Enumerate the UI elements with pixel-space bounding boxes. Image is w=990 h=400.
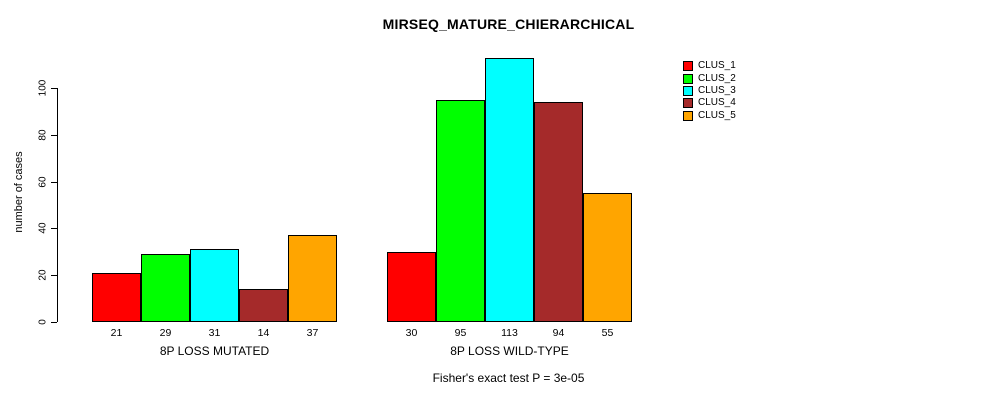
y-tick-label: 100 xyxy=(37,79,49,97)
legend-swatch-icon xyxy=(683,61,693,72)
bar-value-label: 14 xyxy=(257,327,270,339)
bar-value-label: 95 xyxy=(454,327,467,339)
y-tick-mark xyxy=(51,181,57,183)
bar-value-label: 55 xyxy=(601,327,614,339)
bar-value-label: 21 xyxy=(110,327,123,339)
legend-swatch-icon xyxy=(683,73,693,84)
bar-clus_2 xyxy=(141,254,190,322)
bar-value-label: 37 xyxy=(306,327,319,339)
y-tick-mark xyxy=(51,228,57,230)
legend: CLUS_1 CLUS_2 CLUS_3 CLUS_4 CLUS_5 xyxy=(683,60,736,122)
y-tick-label: 0 xyxy=(37,319,49,325)
bar-clus_3 xyxy=(190,249,239,322)
legend-label: CLUS_1 xyxy=(698,60,736,72)
bar-value-label: 94 xyxy=(552,327,565,339)
legend-entry-clus_5: CLUS_5 xyxy=(683,110,736,122)
legend-entry-clus_1: CLUS_1 xyxy=(683,60,736,72)
y-tick-mark xyxy=(51,275,57,277)
bar-clus_3 xyxy=(485,58,534,322)
y-tick-mark xyxy=(51,134,57,136)
x-group-label: 8P LOSS MUTATED xyxy=(159,344,270,358)
bar-value-label: 113 xyxy=(501,327,518,339)
bar-clus_5 xyxy=(583,193,632,322)
legend-entry-clus_4: CLUS_4 xyxy=(683,97,736,109)
chart-title: MIRSEQ_MATURE_CHIERARCHICAL xyxy=(382,16,635,32)
legend-label: CLUS_5 xyxy=(698,109,736,121)
bar-clus_5 xyxy=(288,235,337,322)
bar-value-label: 30 xyxy=(405,327,418,339)
footnote-text: Fisher's exact test P = 3e-05 xyxy=(432,371,585,385)
bar-value-label: 31 xyxy=(208,327,221,339)
y-axis-line xyxy=(57,88,58,322)
bar-clus_4 xyxy=(239,289,288,322)
y-tick-label: 40 xyxy=(37,222,49,234)
x-group-label: 8P LOSS WILD-TYPE xyxy=(450,344,569,358)
legend-swatch-icon xyxy=(683,110,693,121)
legend-label: CLUS_2 xyxy=(698,72,736,84)
y-tick-mark xyxy=(51,88,57,89)
bar-clus_2 xyxy=(436,100,485,322)
bar-value-label: 29 xyxy=(159,327,172,339)
y-tick-label: 80 xyxy=(37,129,49,141)
bar-clus_1 xyxy=(92,273,141,322)
legend-label: CLUS_3 xyxy=(698,84,736,96)
legend-swatch-icon xyxy=(683,98,693,109)
bar-clus_4 xyxy=(534,102,583,322)
bar-clus_1 xyxy=(387,252,436,322)
y-axis-title: number of cases xyxy=(13,151,25,233)
y-tick-label: 20 xyxy=(37,269,49,281)
legend-swatch-icon xyxy=(683,85,693,96)
legend-entry-clus_2: CLUS_2 xyxy=(683,72,736,84)
legend-entry-clus_3: CLUS_3 xyxy=(683,85,736,97)
y-tick-mark xyxy=(51,322,57,323)
legend-label: CLUS_4 xyxy=(698,97,736,109)
y-tick-label: 60 xyxy=(37,176,49,188)
